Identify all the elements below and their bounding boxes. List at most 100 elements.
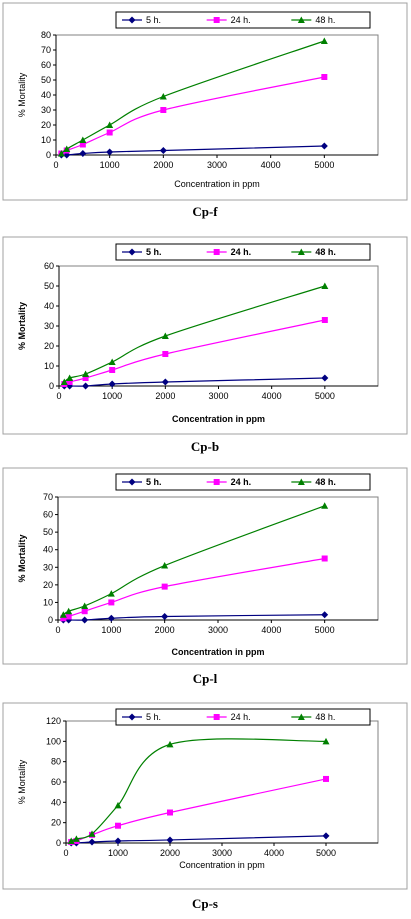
x-tick-label: 5000: [316, 848, 336, 858]
y-tick-label: 20: [41, 120, 51, 130]
y-tick-label: 80: [41, 30, 51, 40]
data-point: [159, 93, 167, 100]
x-tick-label: 3000: [208, 625, 228, 635]
data-point: [166, 836, 174, 844]
y-tick-label: 100: [46, 736, 61, 746]
y-axis-title: % Mortality: [17, 759, 27, 804]
legend-marker: [213, 479, 220, 485]
y-tick-label: 50: [44, 281, 54, 291]
legend-label: 24 h.: [231, 15, 251, 25]
data-point: [63, 145, 71, 152]
y-tick-label: 70: [41, 45, 51, 55]
data-point: [114, 801, 122, 809]
data-point: [60, 378, 68, 385]
data-point: [108, 358, 116, 365]
data-point: [322, 737, 330, 745]
legend-label: 48 h.: [315, 712, 335, 722]
x-tick-label: 1000: [101, 625, 121, 635]
data-point: [323, 775, 329, 782]
x-tick-label: 5000: [314, 160, 334, 170]
legend-marker: [213, 249, 220, 255]
data-point: [108, 380, 116, 388]
y-tick-label: 60: [43, 510, 53, 520]
x-tick-label: 5000: [315, 625, 335, 635]
x-tick-label: 0: [63, 848, 68, 858]
data-point: [321, 282, 329, 289]
legend-label: 48 h.: [315, 247, 336, 257]
data-point: [82, 382, 90, 390]
plot-area: [57, 496, 379, 621]
x-tick-label: 4000: [261, 160, 281, 170]
chart-1: 0 10 20 30 40 50 60 70 80 0 1000 2000 3000 4000 5000 Co…: [2, 2, 408, 219]
data-point: [60, 615, 67, 622]
y-tick-label: 40: [41, 90, 51, 100]
y-tick-label: 70: [43, 492, 53, 502]
x-tick-label: 2000: [153, 160, 173, 170]
legend-label: 5 h.: [146, 15, 161, 25]
x-axis-title: Concentration in ppm: [172, 414, 265, 424]
legend-box: [115, 708, 371, 726]
y-tick-label: 40: [43, 545, 53, 555]
legend-marker: [128, 713, 136, 721]
data-point: [66, 374, 74, 381]
x-axis-title: Concentration in ppm: [172, 647, 265, 657]
data-point: [321, 374, 329, 382]
legend-marker: [297, 478, 305, 485]
x-tick-label: 3000: [212, 848, 232, 858]
legend-label: 48 h.: [315, 15, 335, 25]
chart-2: 0 10 20 30 40 50 60 0 1000 2000 3000 4000 5000 Concen…: [2, 236, 408, 454]
y-tick-label: 0: [49, 381, 54, 391]
data-point: [161, 332, 169, 339]
data-point: [114, 837, 122, 845]
data-point: [81, 608, 88, 615]
x-tick-label: 0: [56, 391, 61, 401]
legend-marker: [297, 713, 305, 720]
data-point: [57, 150, 65, 157]
legend-label: 5 h.: [146, 247, 162, 257]
data-point: [79, 141, 86, 148]
data-point: [81, 602, 89, 609]
data-point: [108, 599, 115, 606]
y-tick-label: 30: [44, 321, 54, 331]
legend-box: [115, 11, 371, 29]
data-point: [161, 378, 169, 386]
data-point: [115, 822, 121, 829]
y-tick-label: 30: [41, 105, 51, 115]
legend-marker: [128, 16, 136, 24]
data-point: [79, 136, 87, 143]
legend-box: [115, 243, 371, 261]
y-tick-label: 120: [46, 716, 61, 726]
data-point: [81, 616, 89, 624]
y-tick-label: 60: [51, 777, 61, 787]
y-tick-label: 30: [43, 562, 53, 572]
data-point: [161, 562, 169, 569]
data-point: [107, 590, 115, 597]
data-point: [167, 809, 173, 816]
data-point: [161, 583, 168, 590]
data-point: [162, 351, 169, 357]
x-tick-label: 3000: [207, 160, 227, 170]
x-tick-label: 4000: [262, 391, 282, 401]
data-point: [59, 611, 67, 618]
legend-marker: [297, 248, 305, 255]
data-point: [320, 142, 328, 150]
data-point: [66, 379, 73, 385]
chart-caption: Cp-l: [193, 671, 218, 686]
y-tick-label: 20: [44, 341, 54, 351]
y-tick-label: 40: [51, 797, 61, 807]
legend-label: 24 h.: [231, 477, 252, 487]
data-point: [166, 740, 174, 748]
legend-marker: [128, 478, 136, 486]
data-point: [106, 148, 114, 156]
y-tick-label: 50: [43, 527, 53, 537]
y-axis-title: % Mortality: [17, 72, 27, 117]
data-point: [321, 74, 328, 80]
x-axis-title: Concentration in ppm: [174, 179, 260, 189]
x-tick-label: 2000: [155, 391, 175, 401]
legend-box: [115, 473, 371, 491]
x-tick-label: 4000: [261, 625, 281, 635]
data-point: [65, 607, 73, 615]
legend-label: 48 h.: [315, 477, 336, 487]
y-tick-label: 0: [46, 150, 51, 160]
